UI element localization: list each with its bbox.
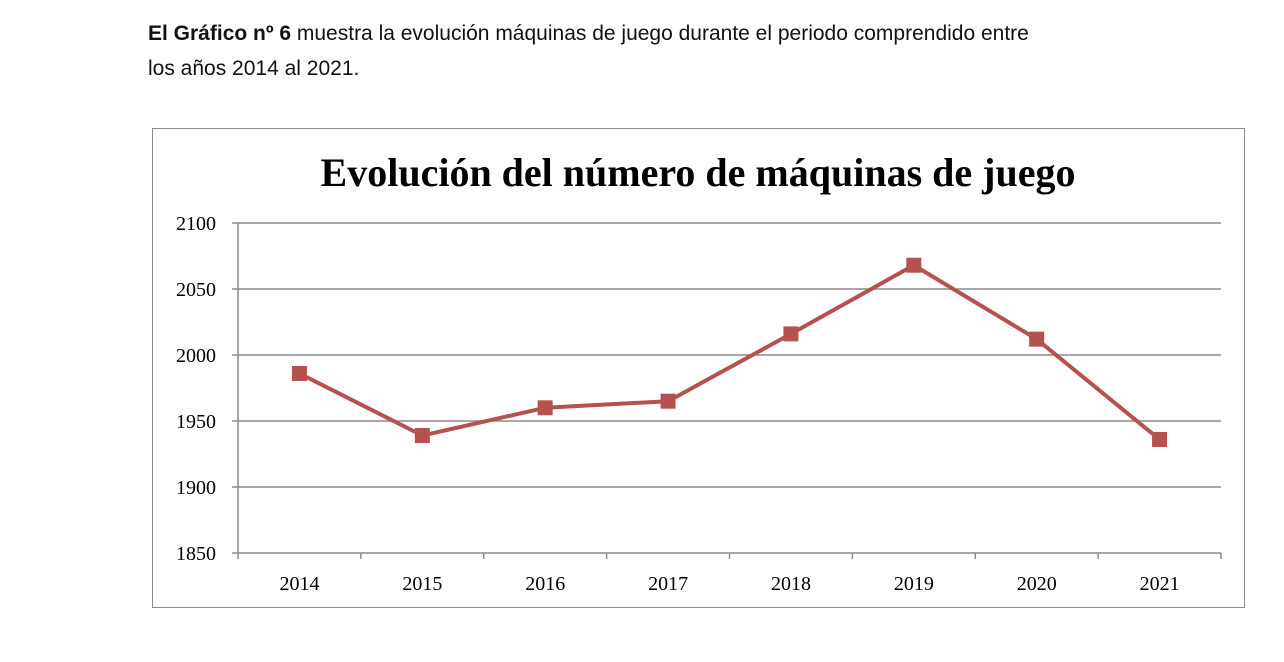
x-tick-label-2015: 2015 [402,573,442,595]
intro-line-1: El Gráfico nº 6 muestra la evolución máq… [148,16,1208,51]
chart-frame [152,128,1245,608]
x-axis-ticks: 2014 2015 2016 2017 2018 2019 2020 2021 [237,553,1222,595]
x-tick-label-2014: 2014 [279,573,319,595]
y-axis-ticks: 1850 1900 1950 2000 2050 2100 [176,213,238,565]
y-tick-label-1950: 1950 [176,411,216,433]
axes [237,223,1221,554]
chart-title: Evolución del número de máquinas de jueg… [321,150,1076,195]
data-point-2015 [414,428,430,444]
data-point-2016 [537,400,553,416]
intro-paragraph: El Gráfico nº 6 muestra la evolución máq… [148,16,1208,86]
data-point-2014 [291,365,307,381]
y-tick-label-2100: 2100 [176,213,216,235]
data-point-2018 [783,326,799,342]
y-tick-label-1850: 1850 [176,543,216,565]
intro-bold-ref: El Gráfico nº 6 [148,22,292,45]
x-tick-label-2018: 2018 [771,573,811,595]
data-point-2021 [1152,431,1168,447]
series-line-0 [298,263,1161,442]
x-tick-label-2021: 2021 [1140,573,1180,595]
data-point-2017 [660,393,676,409]
x-tick-label-2016: 2016 [525,573,565,595]
intro-line-1-text: muestra la evolución máquinas de juego d… [291,22,1029,45]
gridlines [238,222,1221,488]
y-tick-label-2000: 2000 [176,345,216,367]
series-group [291,257,1168,447]
y-tick-label-1900: 1900 [176,477,216,499]
x-tick-label-2017: 2017 [648,573,688,595]
data-point-2020 [1029,331,1045,347]
x-tick-label-2019: 2019 [894,573,934,595]
y-tick-label-2050: 2050 [176,279,216,301]
data-point-2019 [906,257,922,273]
intro-line-2: los años 2014 al 2021. [148,57,360,80]
x-tick-label-2020: 2020 [1017,573,1057,595]
